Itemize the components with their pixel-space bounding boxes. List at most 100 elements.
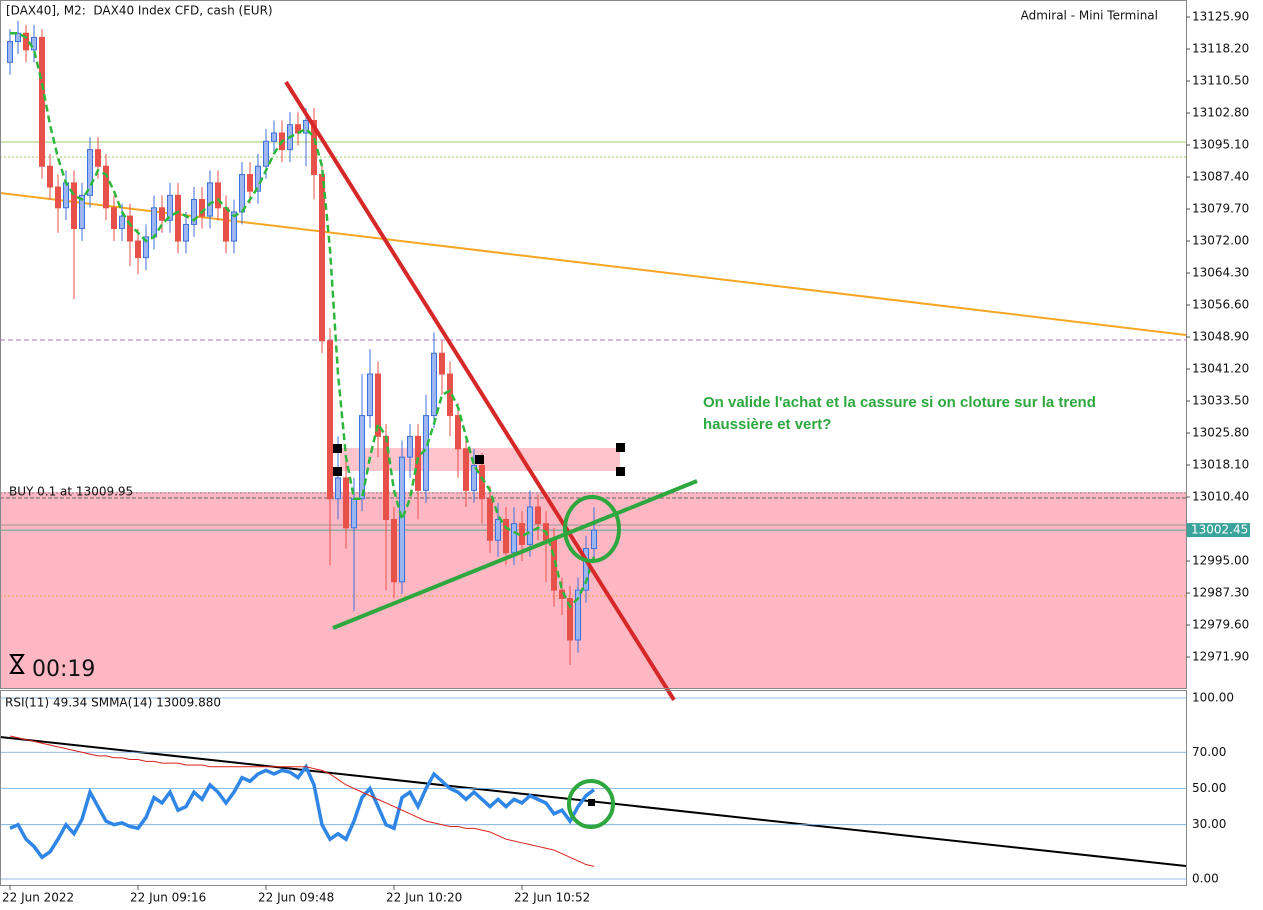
candle-body bbox=[503, 518, 509, 554]
candle-body bbox=[231, 211, 237, 242]
candle-body bbox=[31, 36, 37, 51]
y-tick-label: 13056.60 bbox=[1192, 298, 1249, 312]
y-tick-label: 13110.50 bbox=[1192, 74, 1249, 88]
candle-body bbox=[367, 373, 373, 417]
candle-body bbox=[103, 165, 109, 209]
candle-body bbox=[407, 435, 413, 458]
y-tick-label: 12971.90 bbox=[1192, 650, 1249, 664]
candle-body bbox=[335, 477, 341, 500]
candle-body bbox=[343, 477, 349, 529]
candle-body bbox=[23, 32, 29, 51]
candle-body bbox=[207, 182, 213, 217]
annotation: On valide l'achat et la cassure si on cl… bbox=[703, 394, 1096, 411]
candle-body bbox=[319, 174, 325, 342]
candle-body bbox=[583, 548, 589, 591]
x-tick-label: 22 Jun 2022 bbox=[2, 891, 74, 905]
timer: 00:19 bbox=[32, 657, 95, 682]
price-tag bbox=[1187, 523, 1250, 538]
candle-body bbox=[431, 352, 437, 417]
x-tick-label: 22 Jun 09:48 bbox=[258, 891, 334, 905]
candle-body bbox=[15, 32, 21, 43]
y-tick-label: 70.00 bbox=[1192, 745, 1226, 759]
candle-body bbox=[119, 215, 125, 230]
y-tick-label: 13033.50 bbox=[1192, 394, 1249, 408]
y-tick-label: 0.00 bbox=[1192, 872, 1219, 886]
candle-body bbox=[55, 186, 61, 209]
y-tick-label: 12979.60 bbox=[1192, 618, 1249, 632]
candle-body bbox=[199, 198, 205, 217]
candle-body bbox=[127, 215, 133, 242]
indicator-title: RSI(11) 49.34 SMMA(14) 13009.880 bbox=[5, 696, 221, 710]
candle-body bbox=[183, 223, 189, 242]
y-tick-label: 13079.70 bbox=[1192, 202, 1249, 216]
handle bbox=[616, 443, 625, 452]
candle-body bbox=[111, 207, 117, 230]
candle-body bbox=[7, 41, 13, 63]
candle-body bbox=[487, 498, 493, 541]
moving-average bbox=[10, 31, 596, 609]
candle-body bbox=[175, 194, 181, 242]
x-tick-label: 22 Jun 10:20 bbox=[386, 891, 462, 905]
candle-body bbox=[495, 518, 501, 541]
candle-body bbox=[423, 415, 429, 491]
series-line bbox=[9, 735, 595, 867]
y-tick-label: 12995.00 bbox=[1192, 554, 1249, 568]
candle-body bbox=[159, 207, 165, 221]
series-line bbox=[9, 763, 596, 860]
order-label: BUY 0.1 at 13009.95 bbox=[9, 485, 133, 499]
handle bbox=[475, 455, 484, 464]
y-tick-label: 13087.40 bbox=[1192, 170, 1249, 184]
candle-body bbox=[167, 194, 173, 221]
candle-body bbox=[255, 165, 261, 192]
candle-body bbox=[311, 120, 317, 176]
y-tick-label: 13018.10 bbox=[1192, 458, 1249, 472]
candle-body bbox=[223, 207, 229, 242]
candle-body bbox=[71, 182, 77, 230]
candle-body bbox=[527, 506, 533, 545]
y-tick-label: 13102.80 bbox=[1192, 106, 1249, 120]
y-tick-label: 13064.30 bbox=[1192, 266, 1249, 280]
highlight-circle bbox=[563, 495, 621, 563]
candle-body bbox=[47, 165, 53, 188]
candle-body bbox=[511, 523, 517, 554]
y-tick-label: 30.00 bbox=[1192, 817, 1226, 831]
candle-body bbox=[135, 240, 141, 259]
y-tick-label: 100.00 bbox=[1192, 690, 1234, 704]
y-tick-label: 13010.40 bbox=[1192, 490, 1249, 504]
candle-body bbox=[463, 448, 469, 491]
source-label: Admiral - Mini Terminal bbox=[1021, 9, 1158, 23]
candle-body bbox=[575, 589, 581, 641]
x-tick-label: 22 Jun 09:16 bbox=[130, 891, 206, 905]
chart-title: [DAX40], M2: DAX40 Index CFD, cash (EUR) bbox=[6, 4, 273, 18]
candle-body bbox=[271, 132, 277, 142]
candle-body bbox=[263, 140, 269, 167]
candle-body bbox=[247, 174, 253, 192]
handle bbox=[333, 467, 342, 476]
y-tick-label: 50.00 bbox=[1192, 781, 1226, 795]
y-tick-label: 13048.90 bbox=[1192, 330, 1249, 344]
candle-body bbox=[375, 373, 381, 437]
candle-body bbox=[439, 352, 445, 375]
candle-body bbox=[87, 149, 93, 196]
y-tick-label: 13125.90 bbox=[1192, 10, 1249, 24]
handle bbox=[333, 444, 342, 453]
candle-body bbox=[143, 236, 149, 259]
y-tick-label: 13025.80 bbox=[1192, 426, 1249, 440]
trend-line bbox=[332, 479, 698, 630]
x-tick-label: 22 Jun 10:52 bbox=[514, 891, 590, 905]
candle-body bbox=[471, 464, 477, 491]
y-tick-label: 13072.00 bbox=[1192, 234, 1249, 248]
candle-body bbox=[95, 149, 101, 167]
annotation: haussière et vert? bbox=[703, 416, 831, 433]
candle-body bbox=[79, 194, 85, 230]
candle-body bbox=[455, 415, 461, 450]
candle-body bbox=[215, 182, 221, 209]
candle-body bbox=[399, 456, 405, 583]
price-tag-label: 13002.45 bbox=[1191, 523, 1248, 537]
hourglass-icon bbox=[9, 654, 25, 674]
candle-body bbox=[535, 506, 541, 525]
candle-body bbox=[351, 498, 357, 529]
